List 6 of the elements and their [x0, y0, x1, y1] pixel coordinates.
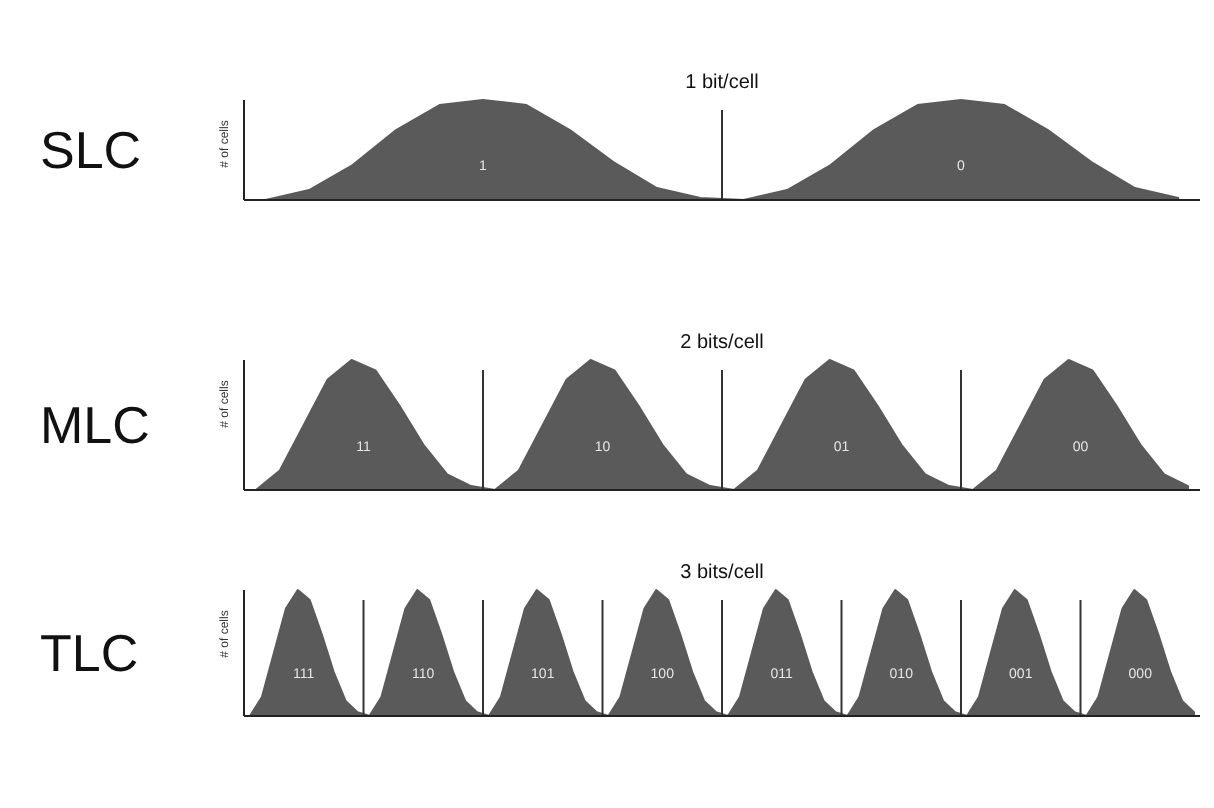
chart-subtitle: 1 bit/cell — [685, 72, 759, 94]
chart-title: SLC — [40, 120, 142, 180]
text: TLC — [40, 623, 139, 683]
text: MLC — [40, 395, 150, 455]
chart-subtitle: 2 bits/cell — [680, 332, 764, 354]
chart-subtitle: 3 bits/cell — [680, 562, 764, 584]
